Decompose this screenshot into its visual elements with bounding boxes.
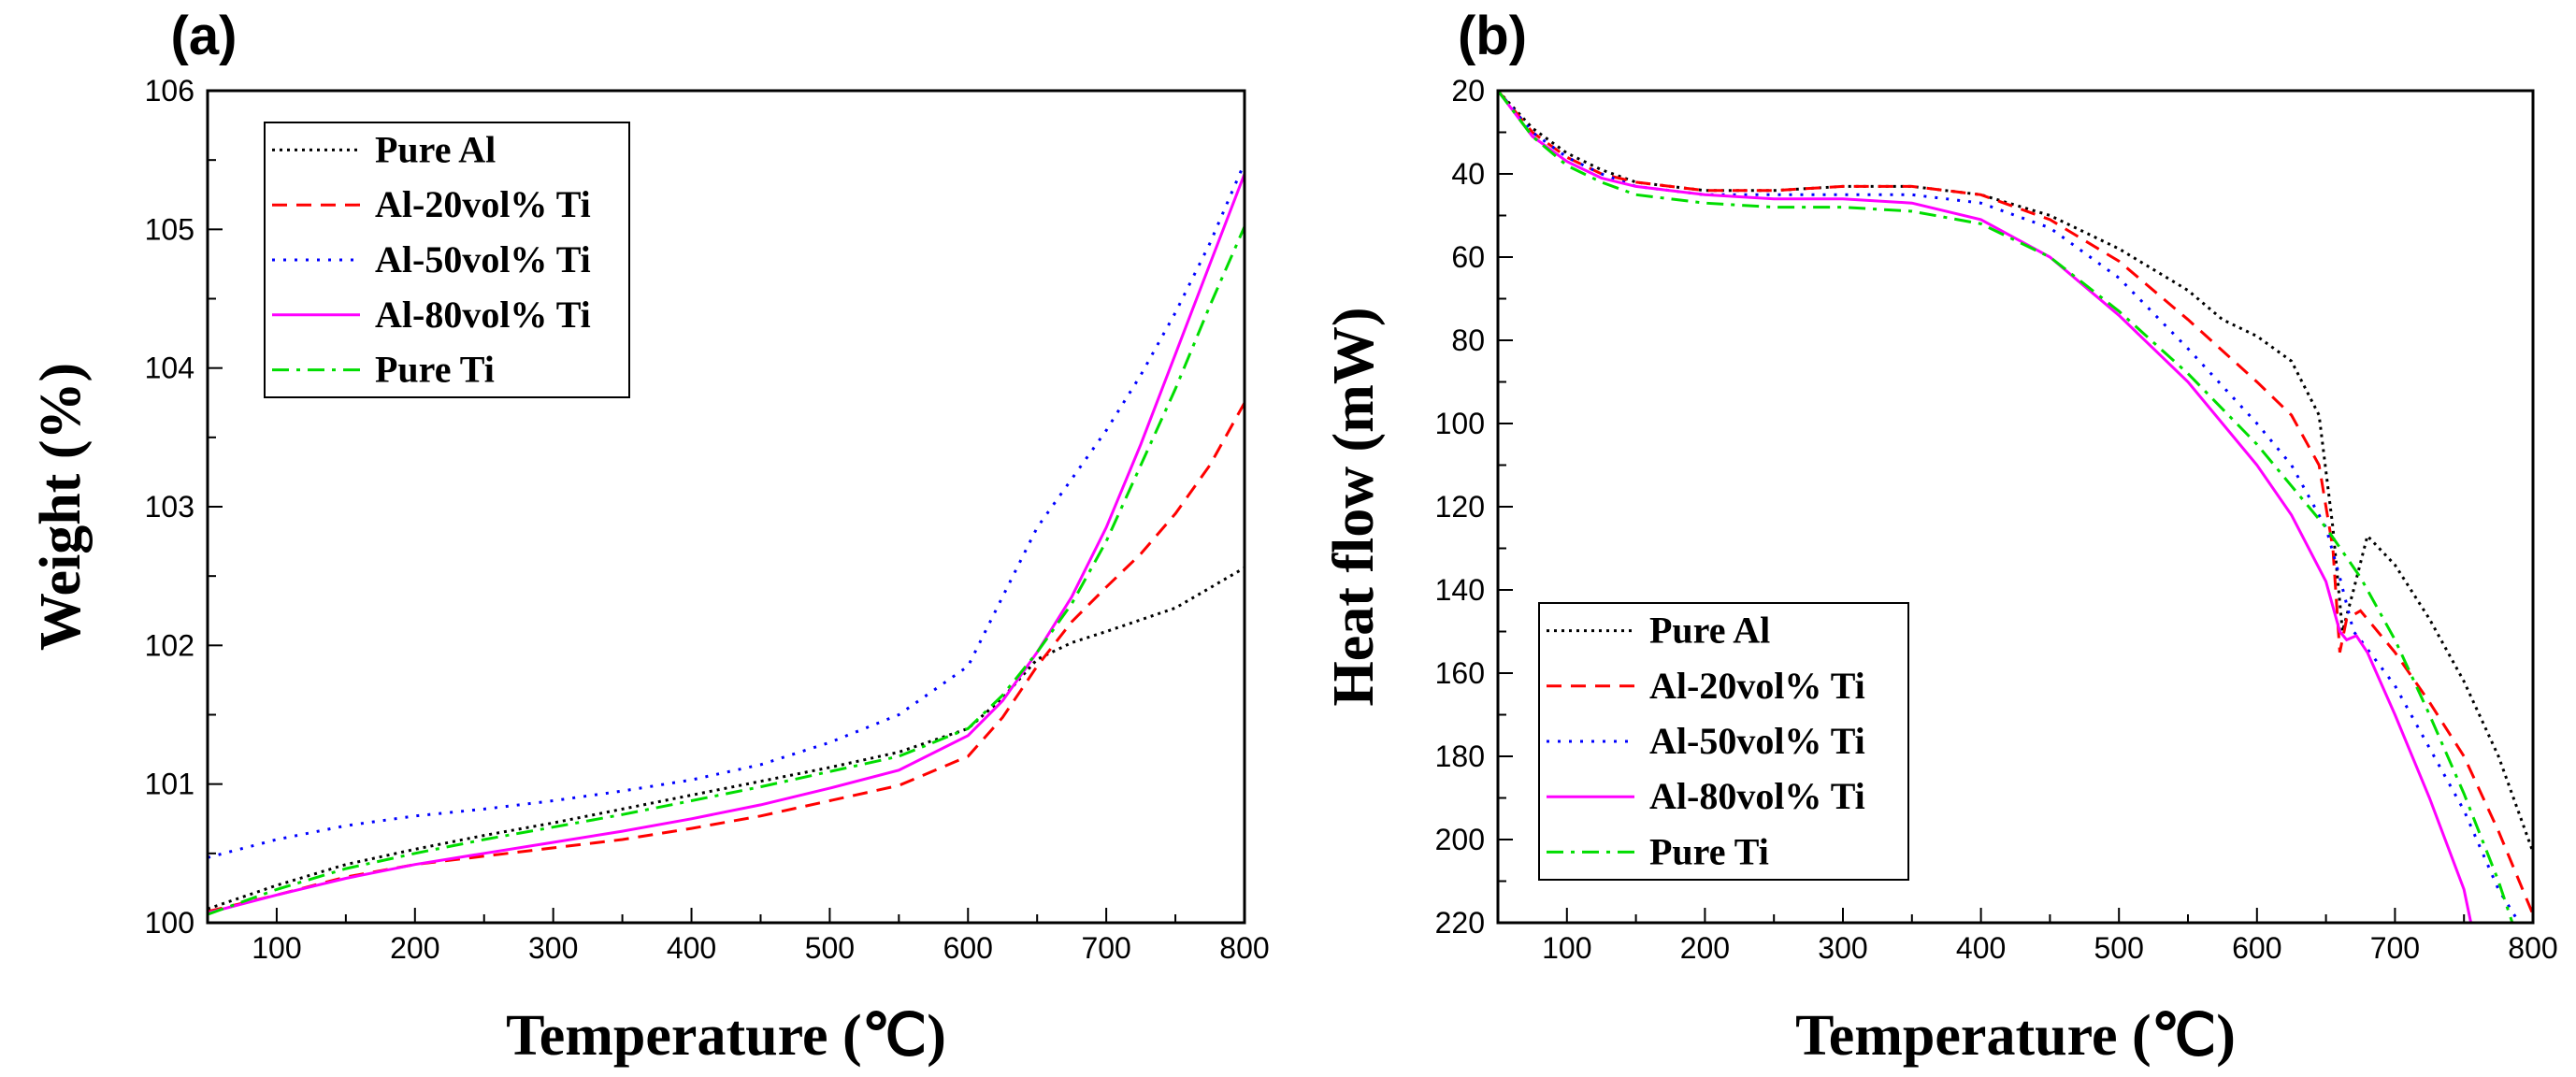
panel-label: (b) (1458, 6, 1527, 66)
legend-label: Al-80vol% Ti (1649, 775, 1865, 817)
legend-label: Al-20vol% Ti (375, 183, 591, 225)
series-line-2 (208, 402, 1245, 913)
chart-panel-a: 100 200 300 400 500 600 700 800 100 101 102 103 104 1… (29, 6, 1270, 1068)
series-line-1 (208, 567, 1245, 911)
y-axis-label: Heat flow (mW) (1322, 308, 1386, 707)
legend-item-4: Al-80vol% Ti (1547, 775, 1865, 817)
x-tick-label: 200 (390, 931, 439, 965)
chart-panel-b: 100 200 300 400 500 600 700 800 20 40 60 80 100 120 14… (1322, 6, 2558, 1068)
y-tick-label: 100 (145, 906, 194, 940)
legend-label: Pure Al (1649, 610, 1770, 652)
x-tick-label: 300 (528, 931, 578, 965)
series-line-5 (208, 225, 1245, 916)
legend-label: Al-80vol% Ti (375, 294, 591, 336)
legend-label: Al-20vol% Ti (1649, 665, 1865, 707)
x-tick-label: 700 (2370, 931, 2420, 965)
y-tick-label: 102 (145, 628, 194, 662)
legend-label: Al-50vol% Ti (375, 238, 591, 280)
legend-label: Al-50vol% Ti (1649, 720, 1865, 762)
y-tick-label: 40 (1451, 157, 1485, 191)
legend-item-1: Pure Al (1547, 610, 1770, 652)
y-tick-label: 101 (145, 768, 194, 801)
legend-label: Pure Al (375, 128, 496, 170)
y-tick-label: 105 (145, 212, 194, 246)
x-tick-label: 800 (1219, 931, 1269, 965)
y-tick-label: 200 (1435, 823, 1485, 856)
legend-box (1538, 602, 1909, 881)
y-axis-label: Weight (%) (29, 363, 93, 651)
y-tick-label: 160 (1435, 656, 1485, 690)
y-tick-label: 80 (1451, 323, 1485, 357)
legend-item-5: Pure Ti (272, 349, 495, 391)
x-tick-label: 400 (1956, 931, 2006, 965)
x-tick-label: 200 (1680, 931, 1730, 965)
legend: Pure Al Al-20vol% Ti Al-50vol% Ti Al-80vol%… (264, 122, 630, 398)
x-tick-label: 400 (667, 931, 716, 965)
series-line-2 (1498, 91, 2533, 915)
y-tick-label: 180 (1435, 740, 1485, 773)
y-tick-label: 60 (1451, 240, 1485, 274)
legend-item-3: Al-50vol% Ti (1547, 720, 1865, 762)
y-tick-label: 20 (1451, 74, 1485, 108)
y-tick-label: 140 (1435, 573, 1485, 607)
legend-box (264, 122, 630, 398)
x-tick-label: 500 (805, 931, 855, 965)
x-axis-label: Temperature (℃) (1795, 1004, 2236, 1068)
x-tick-label: 100 (1542, 931, 1591, 965)
y-tick-label: 106 (145, 74, 194, 108)
legend-label: Pure Ti (1649, 830, 1769, 872)
x-tick-label: 600 (2232, 931, 2281, 965)
legend-item-2: Al-20vol% Ti (272, 183, 591, 225)
x-tick-label: 100 (252, 931, 301, 965)
series-group (1498, 91, 2533, 923)
legend-item-4: Al-80vol% Ti (272, 294, 591, 336)
legend: Pure Al Al-20vol% Ti Al-50vol% Ti Al-80vol%… (1538, 602, 1909, 881)
x-tick-label: 800 (2508, 931, 2557, 965)
series-line-4 (208, 173, 1245, 915)
series-group (208, 162, 1245, 916)
x-axis-label: Temperature (℃) (506, 1004, 946, 1068)
y-tick-label: 100 (1435, 407, 1485, 440)
legend-item-2: Al-20vol% Ti (1547, 665, 1865, 707)
legend-label: Pure Ti (375, 349, 495, 391)
legend-item-3: Al-50vol% Ti (272, 238, 591, 280)
series-line-5 (1498, 91, 2514, 923)
series-line-4 (1498, 91, 2473, 923)
y-tick-label: 220 (1435, 906, 1485, 940)
x-tick-label: 300 (1818, 931, 1867, 965)
x-tick-label: 700 (1081, 931, 1130, 965)
legend-item-1: Pure Al (272, 128, 496, 170)
legend-item-5: Pure Ti (1547, 830, 1769, 872)
x-tick-label: 500 (2094, 931, 2144, 965)
panel-label: (a) (171, 6, 237, 66)
y-tick-label: 103 (145, 490, 194, 524)
x-tick-label: 600 (943, 931, 993, 965)
series-line-3 (1498, 91, 2521, 923)
y-tick-label: 120 (1435, 490, 1485, 524)
y-tick-label: 104 (145, 352, 194, 385)
